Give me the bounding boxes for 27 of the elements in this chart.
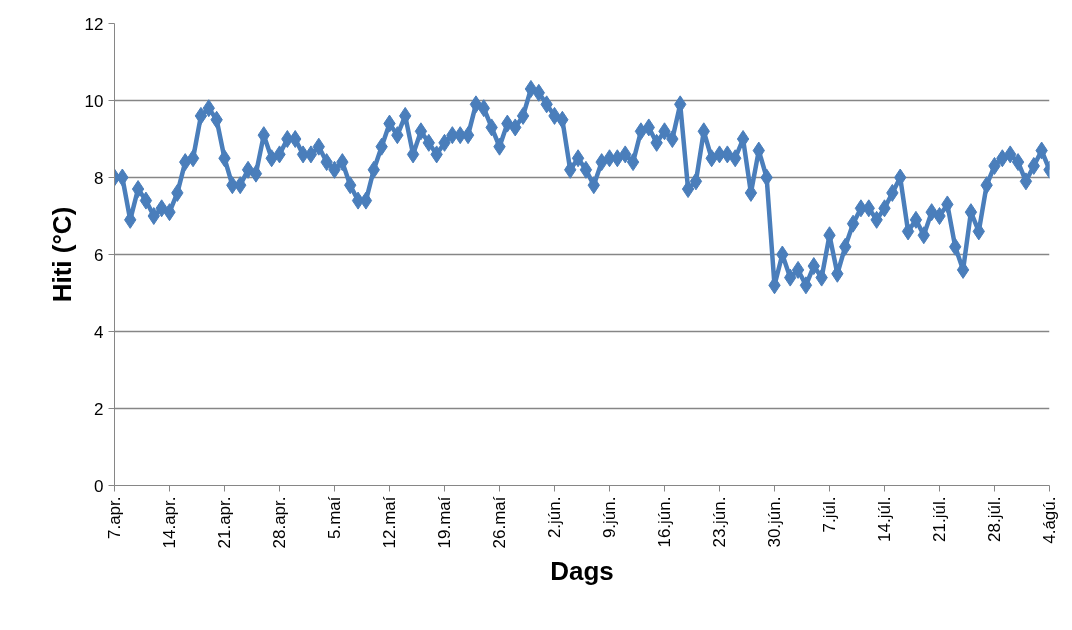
y-tick-label: 8 <box>94 168 104 188</box>
y-tick-label: 12 <box>84 14 104 34</box>
x-tick-label: 2.jún. <box>545 496 564 539</box>
y-tick-label: 10 <box>84 91 104 111</box>
y-tick-label: 4 <box>94 322 104 342</box>
x-tick-label: 21.apr. <box>215 496 234 549</box>
x-tick-label: 23.jún. <box>710 496 729 548</box>
x-tick-label: 21.júl. <box>930 496 949 542</box>
y-tick-label: 6 <box>94 245 104 265</box>
x-tick-label: 14.júl. <box>875 496 894 542</box>
y-tick-label: 0 <box>94 476 104 496</box>
x-tick-label: 26.maí <box>490 496 509 549</box>
x-tick-label: 14.apr. <box>160 496 179 549</box>
x-tick-label: 28.apr. <box>270 496 289 549</box>
x-tick-label: 5.maí <box>325 496 344 540</box>
x-tick-label: 28.júl. <box>985 496 1004 542</box>
x-tick-label: 9.jún. <box>600 496 619 539</box>
x-tick-label: 16.jún. <box>655 496 674 548</box>
x-axis-title: Dags <box>550 556 614 587</box>
y-axis-title: Hiti (°C) <box>46 206 77 303</box>
x-tick-label: 30.jún. <box>765 496 784 548</box>
x-tick-label: 7.apr. <box>105 496 124 540</box>
y-tick-label: 2 <box>94 399 104 419</box>
x-tick-label: 12.maí <box>380 496 399 549</box>
x-tick-label: 4.ágú. <box>1040 496 1059 544</box>
x-tick-label: 7.júl. <box>820 496 839 533</box>
x-tick-label: 19.maí <box>435 496 454 549</box>
